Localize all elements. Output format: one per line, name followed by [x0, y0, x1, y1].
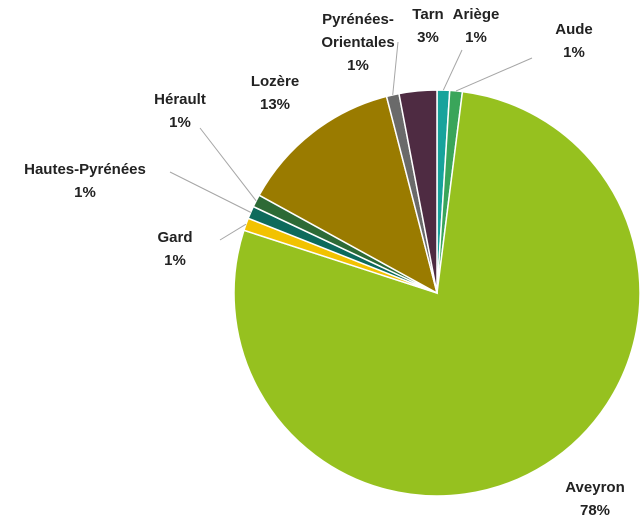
slice-label: Pyrénées-Orientales 1%: [308, 8, 408, 77]
leader-line: [455, 57, 533, 92]
category-label: Pyrénées-Orientales: [321, 11, 395, 51]
value-label: 1%: [164, 252, 186, 269]
category-label: Hautes-Pyrénées: [24, 161, 146, 178]
leader-line: [169, 171, 251, 213]
pie-slice: [398, 89, 438, 294]
category-label: Aude: [555, 21, 593, 38]
value-label: 1%: [169, 114, 191, 131]
pie-slice: [258, 95, 439, 295]
slice-label: Hérault 1%: [140, 88, 220, 134]
value-label: 3%: [417, 29, 439, 46]
value-label: 1%: [465, 29, 487, 46]
value-label: 1%: [563, 44, 585, 61]
value-label: 13%: [259, 96, 291, 113]
category-label: Hérault: [154, 91, 206, 108]
value-label: 1%: [74, 184, 96, 201]
slice-label: Hautes-Pyrénées 1%: [5, 158, 165, 204]
leader-line: [219, 223, 247, 241]
category-label: Aveyron: [565, 479, 625, 496]
slice-label: Ariège 1%: [446, 3, 506, 49]
category-label: Lozère: [250, 73, 300, 90]
slice-label: Lozère 13%: [240, 70, 310, 116]
category-label: Tarn: [412, 6, 444, 23]
leader-line: [442, 49, 463, 91]
slice-label: Aude 1%: [544, 18, 604, 64]
slice-label: Tarn 3%: [403, 3, 453, 49]
value-label: 1%: [347, 57, 369, 74]
leader-line: [392, 41, 399, 95]
category-label: Ariège: [452, 6, 500, 23]
slice-label: Aveyron 78%: [555, 476, 635, 522]
slice-label: Gard 1%: [145, 226, 205, 272]
value-label: 78%: [579, 502, 611, 519]
category-label: Gard: [157, 229, 193, 246]
leader-line: [199, 127, 257, 202]
